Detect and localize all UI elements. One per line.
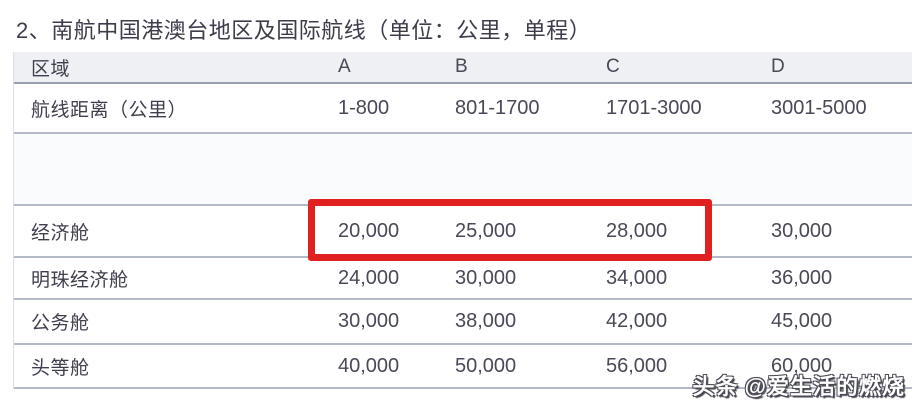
table-cell: 20,000: [338, 219, 400, 242]
table-cell: 34,000: [606, 266, 668, 289]
section-title: 2、南航中国港澳台地区及国际航线（单位：公里，单程）: [16, 18, 592, 43]
table-cell: 38,000: [455, 310, 517, 332]
column-header-region: 区域: [31, 58, 71, 80]
table-cell: 24,000: [338, 266, 400, 289]
table-header-row: 区域 A B C D: [14, 52, 912, 84]
column-header-a: A: [338, 56, 351, 77]
mileage-table: 区域 A B C D 航线距离（公里） 1-800 801-1700 1701-…: [13, 52, 912, 389]
column-header-b: B: [455, 56, 468, 77]
table-cell: 42,000: [606, 310, 668, 332]
watermark: 头条 @爱生活的燃烧: [693, 369, 905, 401]
table-cell: 40,000: [338, 354, 400, 377]
watermark-handle: @爱生活的燃烧: [744, 374, 905, 399]
table-cell: 36,000: [771, 266, 833, 289]
table-cell: 3001-5000: [771, 96, 867, 119]
table-row-economy: 经济舱 20,000 25,000 28,000 30,000: [14, 206, 912, 258]
table-row-business: 公务舱 30,000 38,000 42,000 45,000: [14, 300, 912, 345]
column-header-d: D: [771, 56, 785, 77]
table-cell: 56,000: [606, 354, 668, 377]
table-cell: 30,000: [455, 266, 517, 289]
row-label: 头等舱: [31, 357, 90, 379]
table-cell: 25,000: [455, 219, 517, 242]
row-label: 经济舱: [31, 222, 90, 244]
row-label: 航线距离（公里）: [31, 99, 188, 121]
table-cell: 1701-3000: [606, 96, 702, 119]
row-label: 公务舱: [31, 313, 90, 334]
table-cell: 45,000: [771, 310, 833, 332]
table-row-premium-economy: 明珠经济舱 24,000 30,000 34,000 36,000: [14, 258, 912, 300]
table-cell: 60,000: [771, 354, 833, 377]
table-cell: 30,000: [338, 310, 400, 332]
table-cell: 50,000: [455, 354, 517, 377]
table-cell: 30,000: [771, 219, 833, 242]
table-cell: 801-1700: [455, 96, 540, 119]
table-cell: 1-800: [338, 96, 390, 119]
table-cell: 28,000: [606, 219, 668, 242]
table-row-distance: 航线距离（公里） 1-800 801-1700 1701-3000 3001-5…: [14, 84, 912, 134]
table-row-empty: [14, 134, 912, 206]
table-row-first-class: 头等舱 40,000 50,000 56,000 60,000: [14, 345, 912, 389]
watermark-brand: 头条: [692, 374, 739, 399]
column-header-c: C: [606, 56, 620, 77]
row-label: 明珠经济舱: [31, 269, 129, 291]
